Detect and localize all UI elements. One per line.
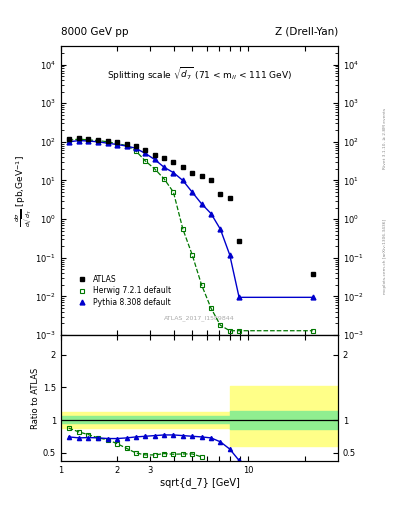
Legend: ATLAS, Herwig 7.2.1 default, Pythia 8.308 default: ATLAS, Herwig 7.2.1 default, Pythia 8.30… xyxy=(73,273,173,308)
ATLAS xyxy=(115,139,120,145)
ATLAS xyxy=(134,143,138,149)
ATLAS xyxy=(237,238,241,244)
Herwig 7.2.1 default xyxy=(152,166,157,172)
Herwig 7.2.1 default xyxy=(218,322,223,328)
Pythia 8.308 default xyxy=(180,178,185,184)
ATLAS xyxy=(171,159,176,165)
Y-axis label: $\frac{d\sigma}{d\sqrt{d_7}}$ [pb,GeV$^{-1}$]: $\frac{d\sigma}{d\sqrt{d_7}}$ [pb,GeV$^{… xyxy=(14,155,34,226)
Pythia 8.308 default xyxy=(209,210,213,217)
Herwig 7.2.1 default xyxy=(115,140,120,146)
Pythia 8.308 default xyxy=(310,294,315,301)
Pythia 8.308 default xyxy=(162,164,167,170)
ATLAS xyxy=(190,169,195,176)
Line: Herwig 7.2.1 default: Herwig 7.2.1 default xyxy=(66,137,315,333)
Text: mcplots.cern.ch [arXiv:1306.3436]: mcplots.cern.ch [arXiv:1306.3436] xyxy=(383,219,387,293)
Herwig 7.2.1 default xyxy=(86,137,91,143)
Herwig 7.2.1 default xyxy=(162,176,167,182)
Text: Z (Drell-Yan): Z (Drell-Yan) xyxy=(275,27,338,37)
Line: ATLAS: ATLAS xyxy=(66,136,315,276)
Text: ATLAS_2017_I1589844: ATLAS_2017_I1589844 xyxy=(164,315,235,321)
Line: Pythia 8.308 default: Pythia 8.308 default xyxy=(66,138,315,300)
ATLAS xyxy=(162,155,167,161)
Text: 8000 GeV pp: 8000 GeV pp xyxy=(61,27,129,37)
Herwig 7.2.1 default xyxy=(171,189,176,195)
Text: Rivet 3.1.10, ≥ 2.8M events: Rivet 3.1.10, ≥ 2.8M events xyxy=(383,108,387,169)
Herwig 7.2.1 default xyxy=(96,138,101,144)
ATLAS xyxy=(209,178,213,184)
ATLAS xyxy=(310,271,315,277)
Pythia 8.308 default xyxy=(237,294,241,301)
Herwig 7.2.1 default xyxy=(77,136,81,142)
Pythia 8.308 default xyxy=(227,252,232,258)
X-axis label: sqrt{d_7} [GeV]: sqrt{d_7} [GeV] xyxy=(160,477,239,488)
ATLAS xyxy=(199,173,204,179)
Herwig 7.2.1 default xyxy=(310,328,315,334)
Pythia 8.308 default xyxy=(106,140,110,146)
Herwig 7.2.1 default xyxy=(237,328,241,334)
Herwig 7.2.1 default xyxy=(134,148,138,154)
ATLAS xyxy=(124,141,129,147)
Pythia 8.308 default xyxy=(190,189,195,195)
ATLAS xyxy=(96,137,101,143)
Pythia 8.308 default xyxy=(115,141,120,147)
ATLAS xyxy=(227,195,232,201)
Pythia 8.308 default xyxy=(199,201,204,207)
Herwig 7.2.1 default xyxy=(209,305,213,311)
Herwig 7.2.1 default xyxy=(106,139,110,145)
ATLAS xyxy=(106,138,110,144)
Pythia 8.308 default xyxy=(77,138,81,144)
ATLAS xyxy=(66,136,71,142)
Pythia 8.308 default xyxy=(134,145,138,152)
Pythia 8.308 default xyxy=(218,226,223,232)
Pythia 8.308 default xyxy=(86,138,91,144)
Herwig 7.2.1 default xyxy=(143,158,148,164)
Y-axis label: Ratio to ATLAS: Ratio to ATLAS xyxy=(31,367,40,429)
Pythia 8.308 default xyxy=(124,143,129,149)
Herwig 7.2.1 default xyxy=(190,252,195,258)
Herwig 7.2.1 default xyxy=(227,328,232,334)
Herwig 7.2.1 default xyxy=(199,282,204,288)
Pythia 8.308 default xyxy=(143,151,148,157)
Herwig 7.2.1 default xyxy=(66,137,71,143)
Pythia 8.308 default xyxy=(171,169,176,176)
Pythia 8.308 default xyxy=(66,139,71,145)
Pythia 8.308 default xyxy=(152,156,157,162)
ATLAS xyxy=(77,135,81,141)
ATLAS xyxy=(152,152,157,158)
ATLAS xyxy=(86,136,91,142)
ATLAS xyxy=(180,164,185,170)
ATLAS xyxy=(143,147,148,154)
ATLAS xyxy=(218,191,223,197)
Herwig 7.2.1 default xyxy=(124,142,129,148)
Text: Splitting scale $\sqrt{d_7}$ (71 < m$_{ll}$ < 111 GeV): Splitting scale $\sqrt{d_7}$ (71 < m$_{l… xyxy=(107,67,292,83)
Herwig 7.2.1 default xyxy=(180,226,185,232)
Pythia 8.308 default xyxy=(96,139,101,145)
